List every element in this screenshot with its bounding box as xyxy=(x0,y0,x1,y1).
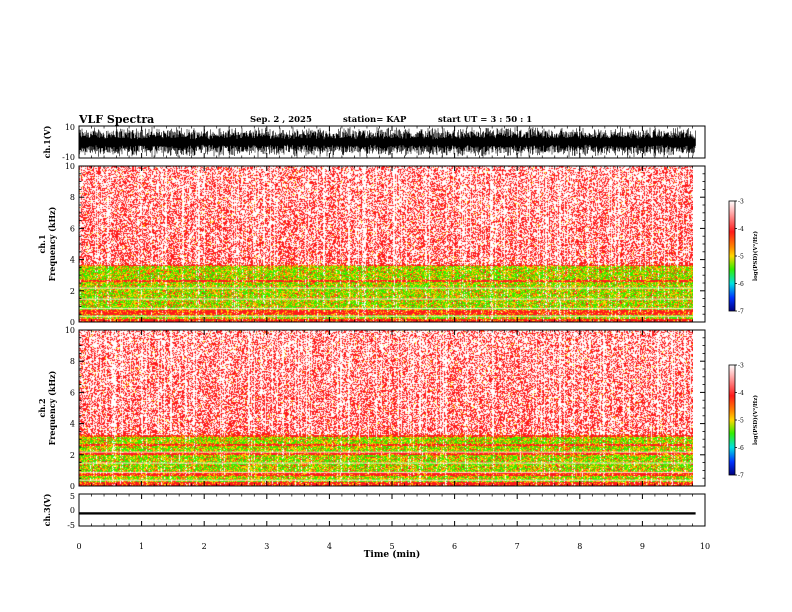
ch2-spectrogram-ylabel-2: Frequency (kHz) xyxy=(47,370,57,445)
colorbar-gradient xyxy=(728,364,736,476)
ch3-waveform-trace xyxy=(79,512,696,515)
ch2-spectrogram-image xyxy=(79,330,693,486)
ch1-waveform-trace xyxy=(79,126,696,158)
ch1-freq-tick-0: 0 xyxy=(70,318,75,327)
ch1-freq-tick-4: 4 xyxy=(70,256,75,265)
x-tick-label-0: 0 xyxy=(76,542,81,551)
colorbar-tick--5: -5 xyxy=(738,418,744,425)
colorbar-tick--7: -7 xyxy=(738,473,744,480)
ch1-spectrogram-image xyxy=(79,166,693,322)
colorbar-ch2: -3 -4 -5 -6 -7 log(PSD)(V²/Hz) xyxy=(728,363,759,480)
ch1-tick-bottom: -10 xyxy=(62,153,75,162)
x-tick-label-2: 2 xyxy=(202,542,207,551)
ch1-spectrogram-ylabel-2: Frequency (kHz) xyxy=(47,206,57,281)
x-tick-label-3: 3 xyxy=(264,542,269,551)
x-tick-label-7: 7 xyxy=(515,542,520,551)
chart-title: VLF Spectra xyxy=(78,113,154,126)
date-label: Sep. 2 , 2025 xyxy=(250,115,312,125)
ch1-freq-tick-2: 2 xyxy=(70,287,75,296)
ch2-freq-tick-8: 8 xyxy=(70,357,75,366)
colorbar-tick--4: -4 xyxy=(738,390,744,397)
ch2-spectrogram-panel: 0 2 4 6 8 10 ch.2 Frequency (kHz) xyxy=(37,326,706,491)
ch3-waveform-ylabel: ch.3(V) xyxy=(42,493,52,526)
ch1-tick-top: 10 xyxy=(65,123,75,132)
ch1-spectrogram-panel: 0 2 4 6 8 10 ch.1 Frequency (kHz) xyxy=(37,162,706,327)
colorbar-tick--5: -5 xyxy=(738,254,744,261)
x-axis-label: Time (min) xyxy=(364,549,421,560)
x-tick-label-8: 8 xyxy=(577,542,582,551)
ch1-waveform-ylabel: ch.1(V) xyxy=(42,125,52,158)
ch2-freq-tick-0: 0 xyxy=(70,482,75,491)
colorbar-tick--6: -6 xyxy=(738,281,744,288)
colorbar-label: log(PSD)(V²/Hz) xyxy=(752,231,759,281)
colorbar-label: log(PSD)(V²/Hz) xyxy=(752,395,759,445)
ch1-freq-tick-6: 6 xyxy=(70,224,75,233)
start-time-label: start UT = 3 : 50 : 1 xyxy=(438,115,532,125)
colorbar-tick--3: -3 xyxy=(738,363,744,370)
ch2-freq-tick-10: 10 xyxy=(65,326,75,335)
colorbar-tick--6: -6 xyxy=(738,445,744,452)
station-label: station= KAP xyxy=(343,115,407,125)
ch1-freq-tick-8: 8 xyxy=(70,193,75,202)
ch3-tick-mid: 0 xyxy=(70,506,75,515)
ch1-freq-tick-10: 10 xyxy=(65,162,75,171)
ch2-freq-tick-4: 4 xyxy=(70,420,75,429)
ch2-spectrogram-ylabel-1: ch.2 xyxy=(37,398,47,417)
colorbar-tick--4: -4 xyxy=(738,226,744,233)
x-tick-label-1: 1 xyxy=(139,542,144,551)
ch2-freq-tick-6: 6 xyxy=(70,388,75,397)
ch1-spectrogram-ylabel-1: ch.1 xyxy=(37,234,47,253)
x-axis-ticks: 0 1 2 3 4 5 6 7 8 9 10 xyxy=(76,126,710,551)
ch3-tick-bottom: -5 xyxy=(67,521,75,530)
x-tick-label-4: 4 xyxy=(327,542,332,551)
colorbar-tick--7: -7 xyxy=(738,309,744,316)
colorbar-tick--3: -3 xyxy=(738,199,744,206)
x-tick-label-6: 6 xyxy=(452,542,457,551)
colorbar-gradient xyxy=(728,200,736,312)
x-tick-label-5: 5 xyxy=(389,542,394,551)
ch3-tick-top: 5 xyxy=(70,492,75,501)
x-tick-label-9: 9 xyxy=(640,542,645,551)
ch2-freq-tick-2: 2 xyxy=(70,451,75,460)
colorbar-ch1: -3 -4 -5 -6 -7 log(PSD)(V²/Hz) xyxy=(728,199,759,316)
x-tick-label-10: 10 xyxy=(700,542,710,551)
